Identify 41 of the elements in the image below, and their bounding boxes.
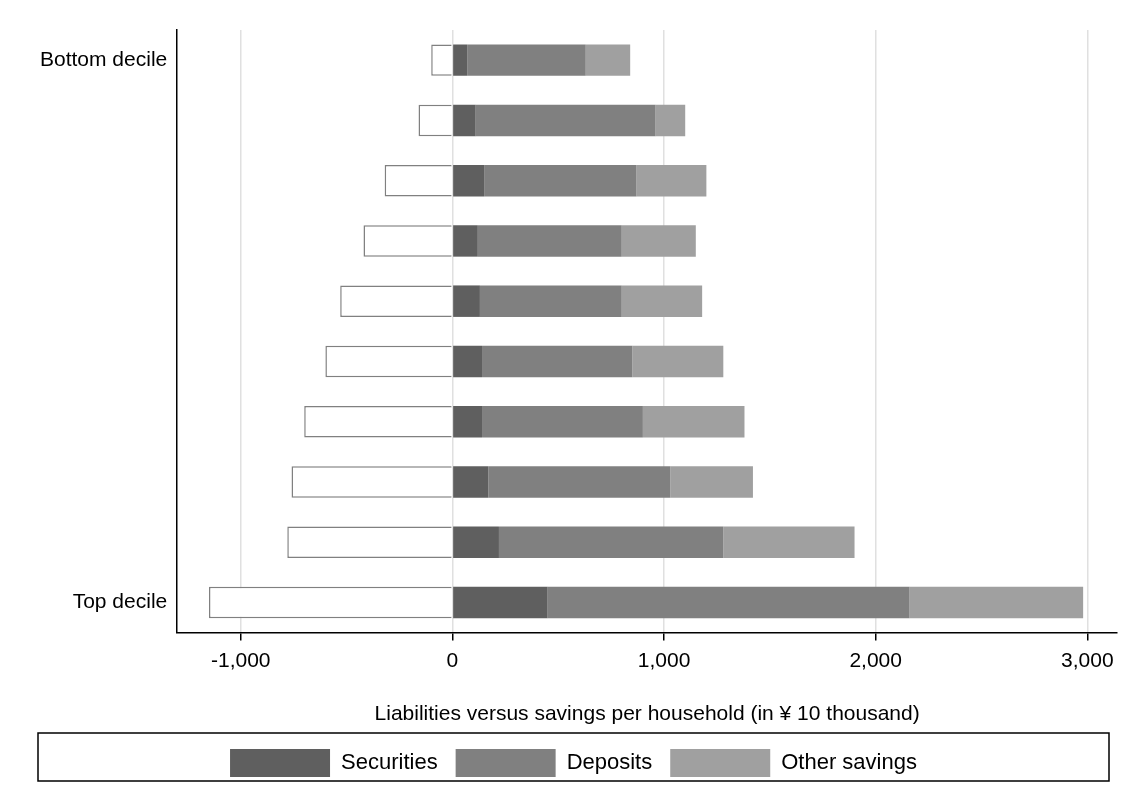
bar [453, 526, 499, 558]
bar [498, 526, 724, 558]
bar [453, 225, 478, 257]
x-tick-label: 0 [446, 648, 459, 671]
bar [636, 164, 707, 197]
bar [482, 345, 633, 378]
x-tick-label: -1,000 [210, 648, 271, 671]
bar [585, 44, 631, 76]
bar [453, 345, 483, 378]
x-axis-title: Liabilities versus savings per household (in ¥ 10 thousand) [374, 701, 920, 725]
bar [909, 586, 1084, 619]
legend-label: Other savings [781, 749, 917, 775]
bar [453, 405, 483, 438]
legend-label: Securities [341, 749, 438, 775]
bar [670, 466, 753, 498]
bar [453, 285, 480, 317]
bar [482, 405, 643, 438]
bar [475, 104, 656, 137]
bar [477, 225, 622, 257]
bar [621, 285, 703, 317]
bar [655, 104, 686, 137]
bar [467, 44, 586, 76]
x-tick-label: 3,000 [1061, 648, 1114, 671]
bar [453, 104, 476, 137]
bar [453, 466, 489, 498]
bar [488, 466, 671, 498]
bar [484, 164, 637, 197]
bar [453, 164, 485, 197]
bar [632, 345, 724, 378]
bar [479, 285, 622, 317]
bar [453, 44, 468, 76]
y-tick-label: Top decile [72, 589, 168, 613]
y-tick-label: Bottom decile [40, 46, 168, 70]
bar [642, 405, 745, 438]
bar [453, 586, 548, 619]
bar [621, 225, 696, 257]
x-tick-label: 1,000 [637, 648, 691, 671]
legend-label: Deposits [566, 749, 653, 775]
bar [547, 586, 910, 619]
x-tick-label: 2,000 [849, 648, 902, 671]
bar [723, 526, 855, 558]
